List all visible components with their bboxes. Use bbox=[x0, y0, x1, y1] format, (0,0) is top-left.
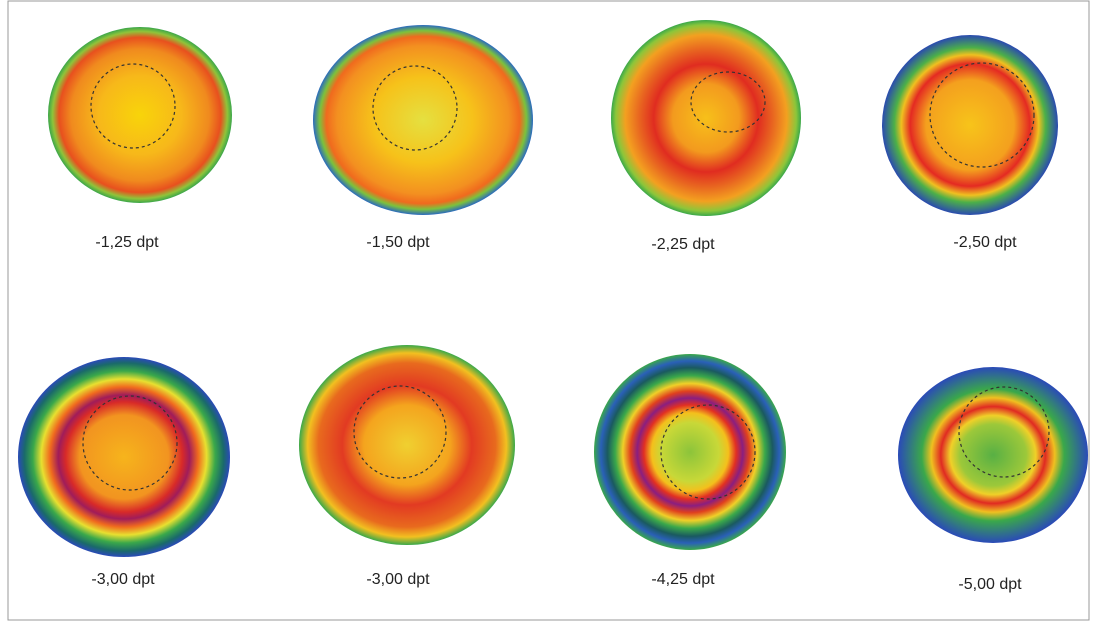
topography-map bbox=[898, 367, 1088, 543]
page: -1,25 dpt -1,50 dpt -2,25 dpt -2,50 dpt … bbox=[0, 0, 1096, 621]
figure: -1,25 dpt -1,50 dpt -2,25 dpt -2,50 dpt … bbox=[0, 0, 1096, 621]
map-label: -2,25 dpt bbox=[651, 236, 715, 253]
topography-map bbox=[299, 345, 515, 545]
topography-map bbox=[313, 25, 533, 215]
topography-map bbox=[18, 357, 230, 557]
map-label: -1,25 dpt bbox=[95, 234, 159, 251]
map-label: -5,00 dpt bbox=[958, 576, 1022, 593]
map-label: -3,00 dpt bbox=[366, 571, 430, 588]
map-label: -2,50 dpt bbox=[953, 234, 1017, 251]
map-label: -1,50 dpt bbox=[366, 234, 430, 251]
topography-map bbox=[48, 27, 232, 203]
topography-map bbox=[611, 20, 801, 216]
map-label: -4,25 dpt bbox=[651, 571, 715, 588]
map-label: -3,00 dpt bbox=[91, 571, 155, 588]
topography-map bbox=[882, 35, 1058, 215]
topography-map bbox=[594, 354, 786, 550]
